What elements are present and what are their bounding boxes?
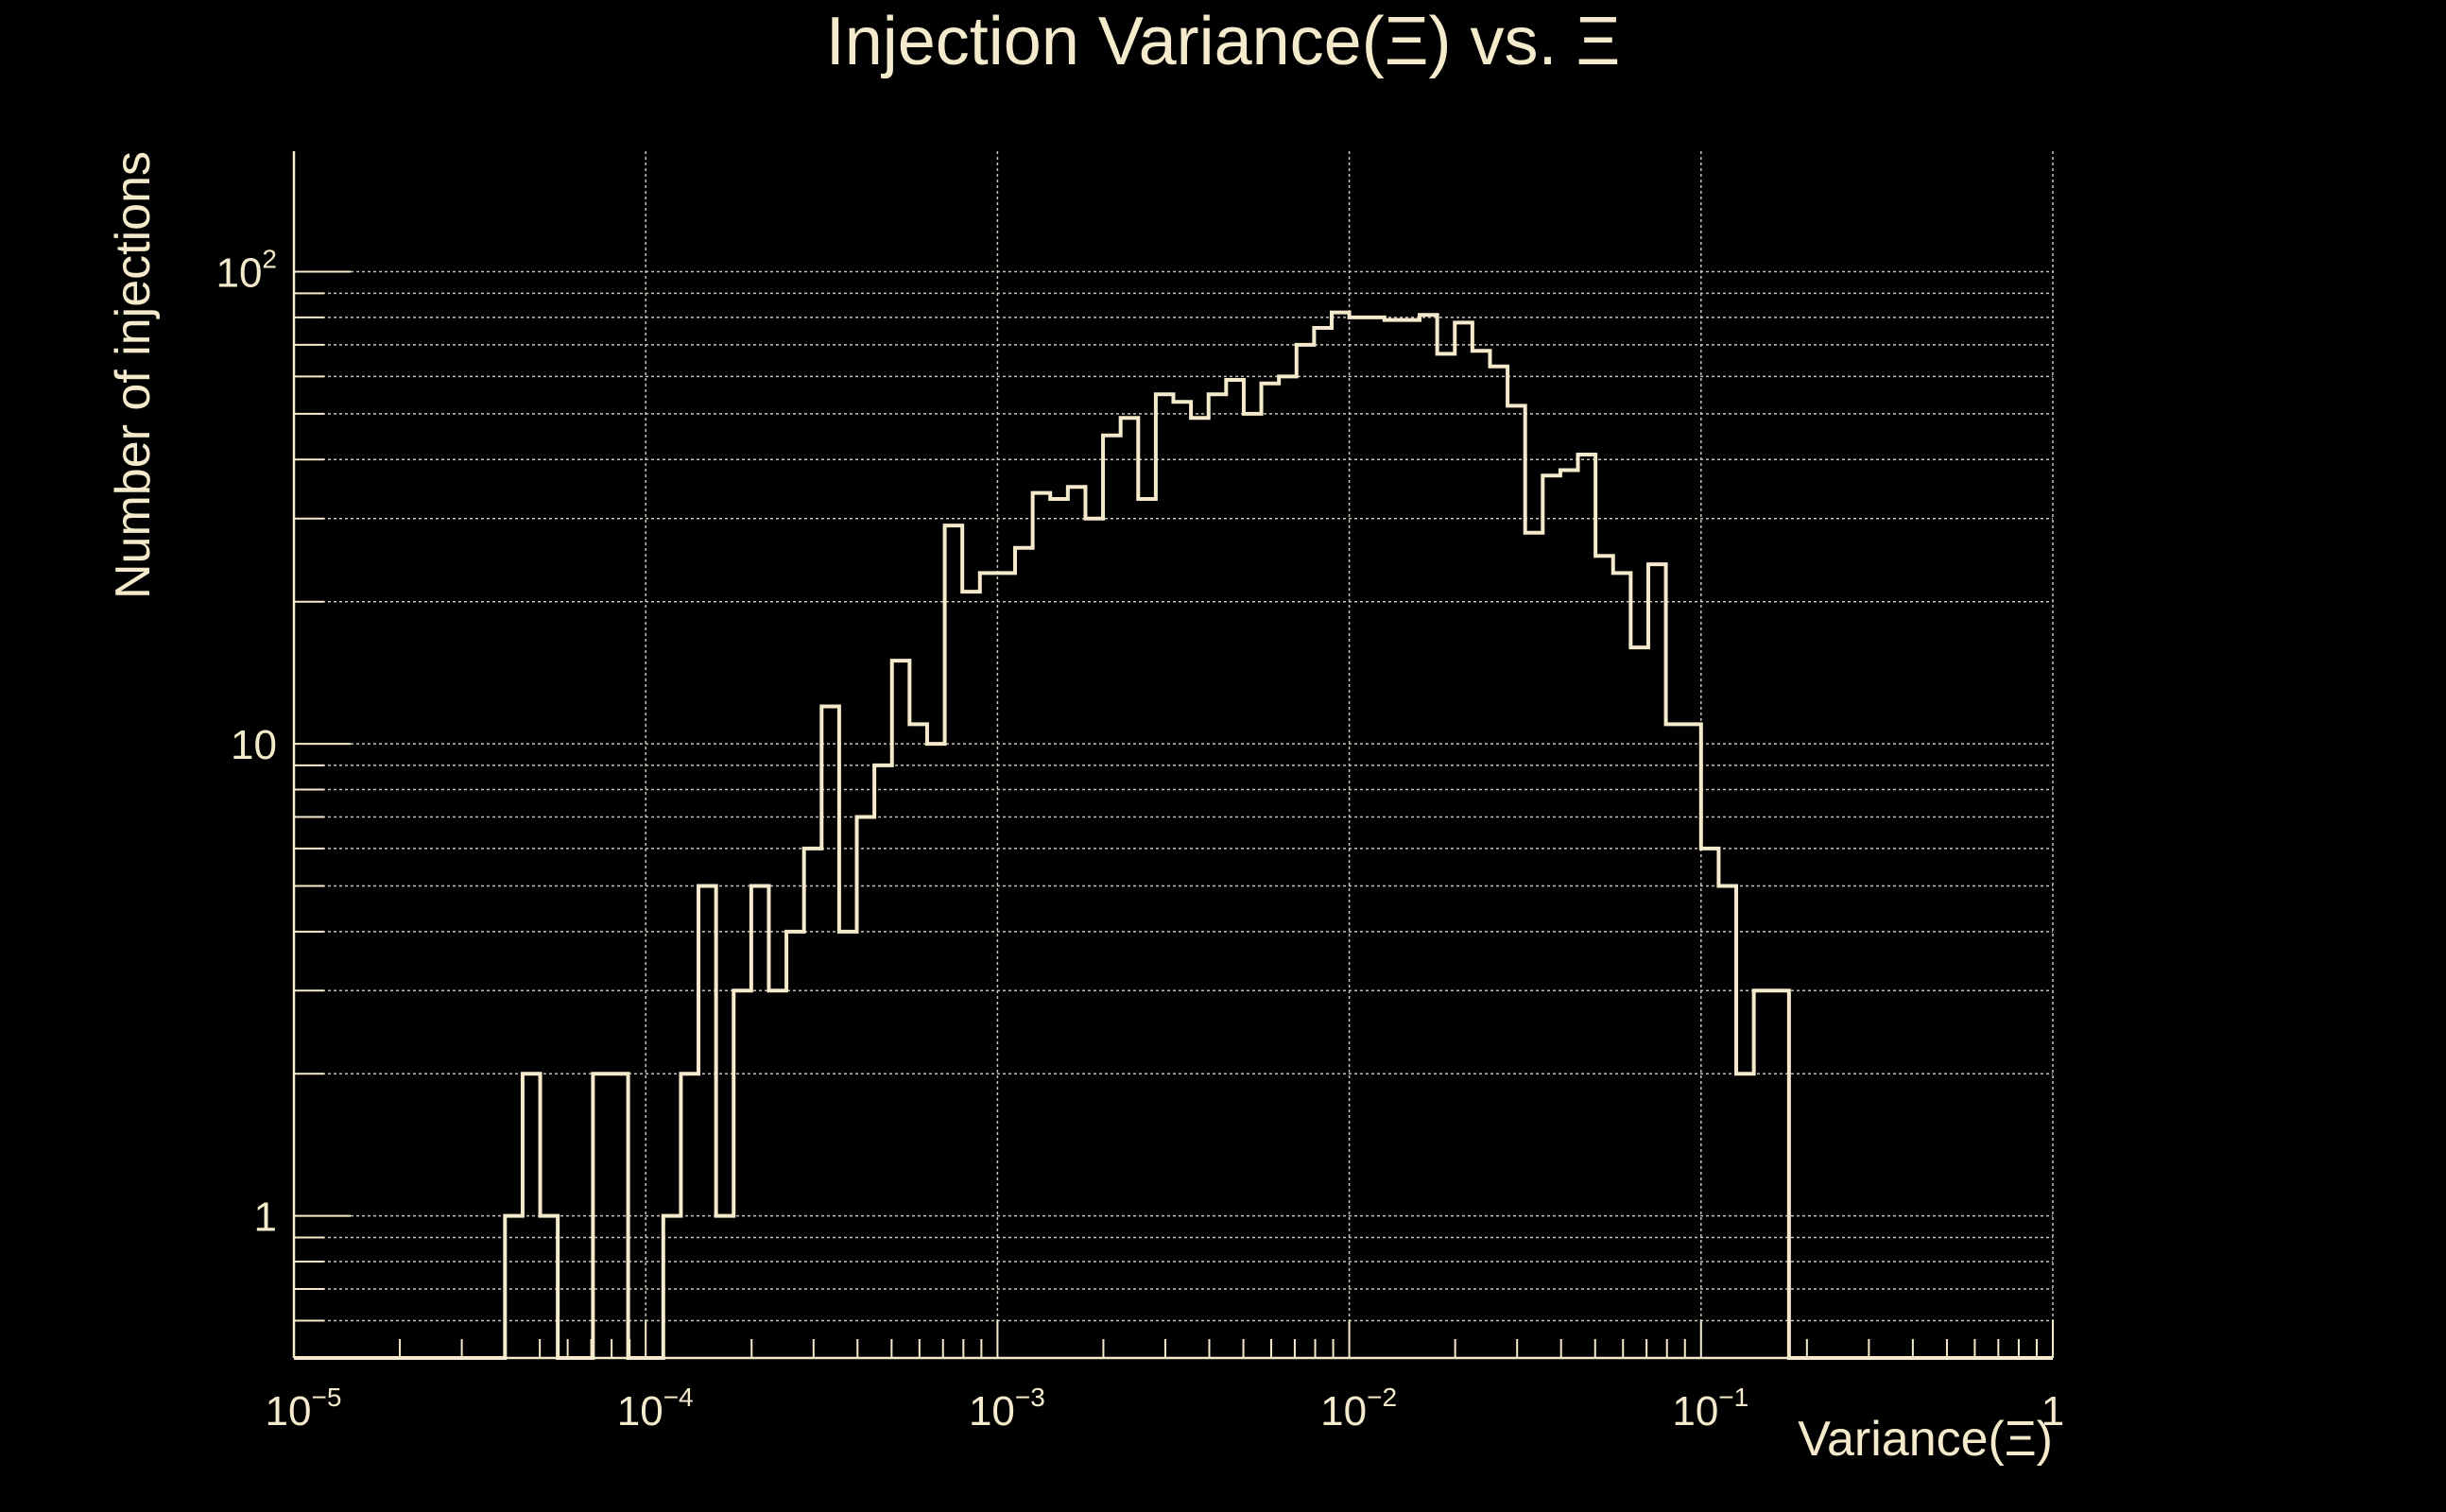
x-tick-label: 10−2 [1320, 1383, 1397, 1435]
y-tick-label: 10 [231, 722, 277, 768]
x-tick-label: 10−1 [1672, 1383, 1748, 1435]
y-tick-label: 102 [215, 245, 277, 297]
x-tick-labels: 10−5 10−4 10−3 10−2 10−1 1 [266, 1383, 2065, 1435]
x-tick-label: 10−5 [266, 1383, 342, 1435]
x-tick-label: 1 [2041, 1388, 2064, 1435]
y-tick-labels: 1 10 102 [215, 245, 277, 1241]
chart-title: Injection Variance(Ξ) vs. Ξ [826, 4, 1621, 79]
x-tick-label: 10−4 [617, 1383, 694, 1435]
y-axis-label: Number of injections [106, 151, 161, 599]
y-tick-label: 1 [254, 1194, 277, 1241]
x-axis-label: Variance(Ξ) [1798, 1412, 2053, 1467]
x-tick-label: 10−3 [969, 1383, 1045, 1435]
histogram-step-line [294, 310, 2053, 1360]
